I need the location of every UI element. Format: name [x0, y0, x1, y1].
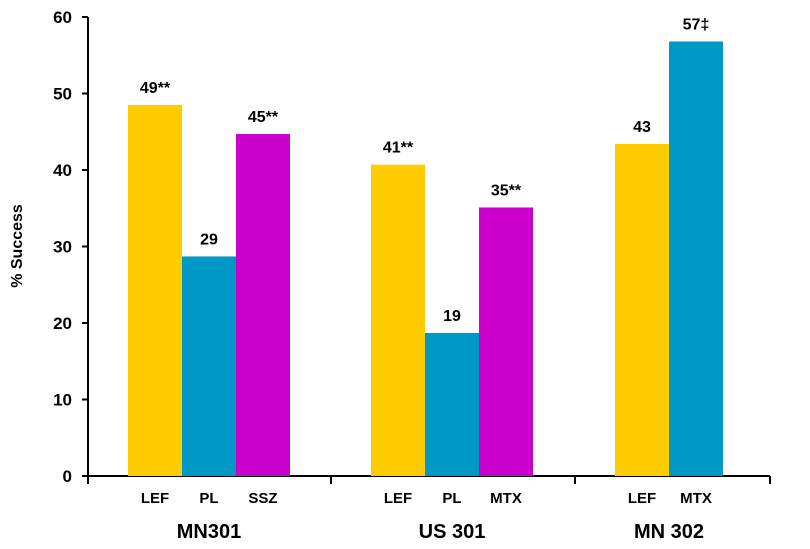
x-axis-group-separators	[87, 476, 771, 484]
bar-category-label: LEF	[141, 490, 169, 507]
bar-us301-mtx	[479, 207, 533, 477]
y-tick-label: 50	[53, 85, 72, 104]
bar-category-label: PL	[442, 490, 461, 507]
bar-category-label: LEF	[628, 490, 656, 507]
y-tick-label: 20	[53, 314, 72, 333]
y-tick-label: 0	[63, 467, 72, 486]
y-tick-label: 40	[53, 161, 72, 180]
bar-category-label: PL	[199, 490, 218, 507]
bar-category-label: LEF	[384, 490, 412, 507]
bar-data-label: 45**	[248, 109, 279, 126]
bar-category-label: MTX	[490, 490, 522, 507]
chart-bars	[128, 41, 723, 477]
bar-category-label: MTX	[680, 490, 712, 507]
bar-data-label: 49**	[140, 80, 171, 97]
group-label: MN301	[177, 521, 241, 543]
bar-data-label: 43	[633, 119, 651, 136]
bar-category-label: SSZ	[248, 490, 277, 507]
group-label: US 301	[419, 521, 486, 543]
y-tick-label: 30	[53, 238, 72, 257]
chart-labels: 49** LEF 29 PL 45** SSZ MN301 41** LEF 19 PL 35** MT…	[140, 16, 712, 543]
y-tick-label: 10	[53, 391, 72, 410]
y-axis-ticks: 0 10 20 30 40 50 60	[53, 8, 88, 486]
bar-data-label: 41**	[383, 140, 414, 157]
bar-data-label: 29	[200, 231, 218, 248]
y-tick-label: 60	[53, 8, 72, 27]
bar-mn302-lef	[615, 143, 669, 477]
bar-data-label: 19	[443, 308, 461, 325]
bar-mn301-lef	[128, 104, 182, 476]
bar-data-label: 57‡	[683, 16, 710, 33]
bar-us301-pl	[425, 332, 479, 476]
bar-us301-lef	[371, 164, 425, 476]
bar-mn302-mtx	[669, 41, 723, 476]
bar-data-label: 35**	[491, 182, 522, 199]
y-axis-title: % Success	[9, 204, 26, 288]
bar-mn301-ssz	[236, 134, 290, 477]
group-label: MN 302	[634, 521, 704, 543]
bar-mn301-pl	[182, 256, 236, 476]
